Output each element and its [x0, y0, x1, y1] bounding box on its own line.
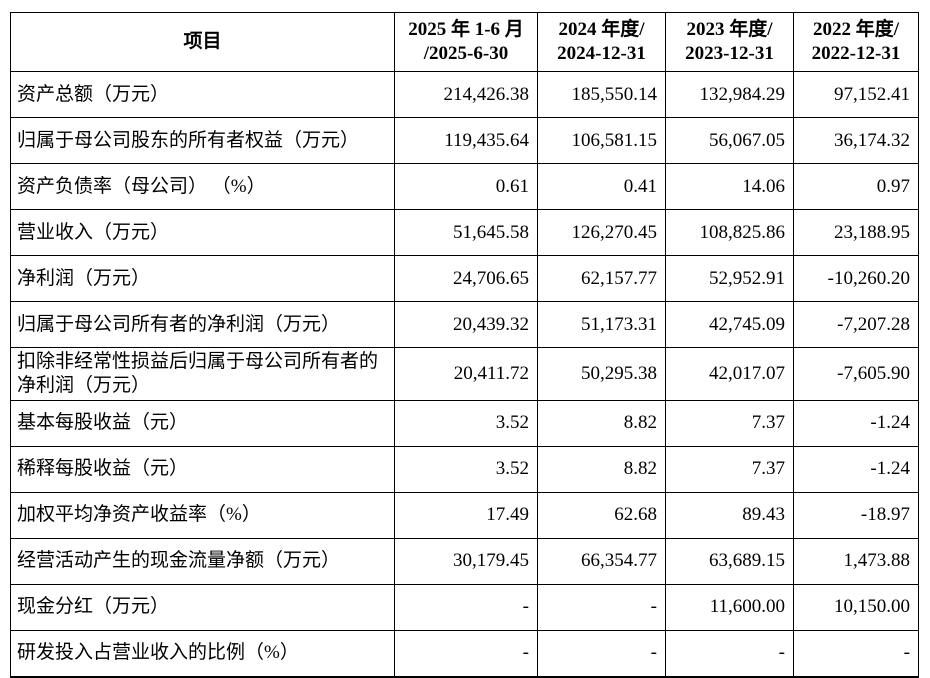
row-label: 资产负债率（母公司） （%）	[10, 163, 395, 210]
cell-value: 7.37	[665, 399, 794, 447]
cell-value: 0.61	[394, 163, 538, 210]
cell-value: 36,174.32	[793, 117, 919, 164]
row-label: 归属于母公司所有者的净利润（万元）	[10, 301, 395, 348]
cell-value: -	[537, 629, 666, 677]
cell-value: -7,207.28	[793, 301, 919, 348]
table-row: 归属于母公司所有者的净利润（万元） 20,439.32 51,173.31 42…	[10, 301, 919, 348]
cell-value: 42,745.09	[665, 301, 794, 348]
table-row: 现金分红（万元） - - 11,600.00 10,150.00	[10, 583, 919, 631]
table-header: 项目 2025 年 1-6 月 /2025-6-30 2024 年度/ 2024…	[10, 12, 919, 72]
cell-value: 51,173.31	[537, 301, 666, 348]
cell-value: 14.06	[665, 163, 794, 210]
cell-value: 23,188.95	[793, 209, 919, 256]
cell-value: 126,270.45	[537, 209, 666, 256]
table-row: 资产总额（万元） 214,426.38 185,550.14 132,984.2…	[10, 71, 919, 118]
table-row: 经营活动产生的现金流量净额（万元） 30,179.45 66,354.77 63…	[10, 537, 919, 585]
table-row: 扣除非经常性损益后归属于母公司所有者的净利润（万元） 20,411.72 50,…	[10, 347, 919, 401]
cell-value: 62,157.77	[537, 255, 666, 302]
financial-summary-table: 项目 2025 年 1-6 月 /2025-6-30 2024 年度/ 2024…	[10, 12, 919, 678]
table-row: 加权平均净资产收益率（%） 17.49 62.68 89.43 -18.97	[10, 491, 919, 539]
header-period-2025: 2025 年 1-6 月 /2025-6-30	[394, 12, 538, 72]
row-label: 基本每股收益（元）	[10, 399, 395, 447]
cell-value: 10,150.00	[793, 583, 919, 631]
cell-value: 8.82	[537, 445, 666, 493]
cell-value: -1.24	[793, 445, 919, 493]
cell-value: -	[793, 629, 919, 677]
cell-value: 106,581.15	[537, 117, 666, 164]
cell-value: 63,689.15	[665, 537, 794, 585]
header-row: 项目 2025 年 1-6 月 /2025-6-30 2024 年度/ 2024…	[10, 12, 919, 72]
cell-value: 89.43	[665, 491, 794, 539]
cell-value: 52,952.91	[665, 255, 794, 302]
cell-value: -	[394, 583, 538, 631]
cell-value: -18.97	[793, 491, 919, 539]
cell-value: 119,435.64	[394, 117, 538, 164]
row-label: 资产总额（万元）	[10, 71, 395, 118]
table-row: 资产负债率（母公司） （%） 0.61 0.41 14.06 0.97	[10, 163, 919, 210]
cell-value: 62.68	[537, 491, 666, 539]
cell-value: 56,067.05	[665, 117, 794, 164]
row-label: 归属于母公司股东的所有者权益（万元）	[10, 117, 395, 164]
cell-value: 1,473.88	[793, 537, 919, 585]
cell-value: 8.82	[537, 399, 666, 447]
cell-value: 42,017.07	[665, 347, 794, 401]
cell-value: -7,605.90	[793, 347, 919, 401]
cell-value: 50,295.38	[537, 347, 666, 401]
cell-value: 132,984.29	[665, 71, 794, 118]
cell-value: 51,645.58	[394, 209, 538, 256]
header-period-2023: 2023 年度/ 2023-12-31	[665, 12, 794, 72]
cell-value: -	[665, 629, 794, 677]
row-label: 扣除非经常性损益后归属于母公司所有者的净利润（万元）	[10, 347, 395, 401]
row-label: 经营活动产生的现金流量净额（万元）	[10, 537, 395, 585]
cell-value: -	[394, 629, 538, 677]
cell-value: 185,550.14	[537, 71, 666, 118]
header-item-column: 项目	[10, 12, 395, 72]
cell-value: -	[537, 583, 666, 631]
cell-value: 24,706.65	[394, 255, 538, 302]
document-page: 项目 2025 年 1-6 月 /2025-6-30 2024 年度/ 2024…	[10, 12, 919, 678]
cell-value: 0.41	[537, 163, 666, 210]
cell-value: 30,179.45	[394, 537, 538, 585]
cell-value: 17.49	[394, 491, 538, 539]
cell-value: 0.97	[793, 163, 919, 210]
cell-value: 214,426.38	[394, 71, 538, 118]
row-label: 营业收入（万元）	[10, 209, 395, 256]
table-row: 归属于母公司股东的所有者权益（万元） 119,435.64 106,581.15…	[10, 117, 919, 164]
cell-value: 7.37	[665, 445, 794, 493]
table-row: 净利润（万元） 24,706.65 62,157.77 52,952.91 -1…	[10, 255, 919, 302]
cell-value: -10,260.20	[793, 255, 919, 302]
header-period-2024: 2024 年度/ 2024-12-31	[537, 12, 666, 72]
cell-value: 66,354.77	[537, 537, 666, 585]
cell-value: 3.52	[394, 399, 538, 447]
row-label: 加权平均净资产收益率（%）	[10, 491, 395, 539]
cell-value: 20,439.32	[394, 301, 538, 348]
cell-value: 3.52	[394, 445, 538, 493]
cell-value: -1.24	[793, 399, 919, 447]
row-label: 净利润（万元）	[10, 255, 395, 302]
table-body: 资产总额（万元） 214,426.38 185,550.14 132,984.2…	[10, 71, 919, 677]
row-label: 研发投入占营业收入的比例（%）	[10, 629, 395, 677]
row-label: 现金分红（万元）	[10, 583, 395, 631]
cell-value: 97,152.41	[793, 71, 919, 118]
table-row: 研发投入占营业收入的比例（%） - - - -	[10, 629, 919, 677]
table-row: 基本每股收益（元） 3.52 8.82 7.37 -1.24	[10, 399, 919, 447]
row-label: 稀释每股收益（元）	[10, 445, 395, 493]
cell-value: 11,600.00	[665, 583, 794, 631]
cell-value: 108,825.86	[665, 209, 794, 256]
table-row: 营业收入（万元） 51,645.58 126,270.45 108,825.86…	[10, 209, 919, 256]
table-row: 稀释每股收益（元） 3.52 8.82 7.37 -1.24	[10, 445, 919, 493]
header-period-2022: 2022 年度/ 2022-12-31	[793, 12, 919, 72]
cell-value: 20,411.72	[394, 347, 538, 401]
